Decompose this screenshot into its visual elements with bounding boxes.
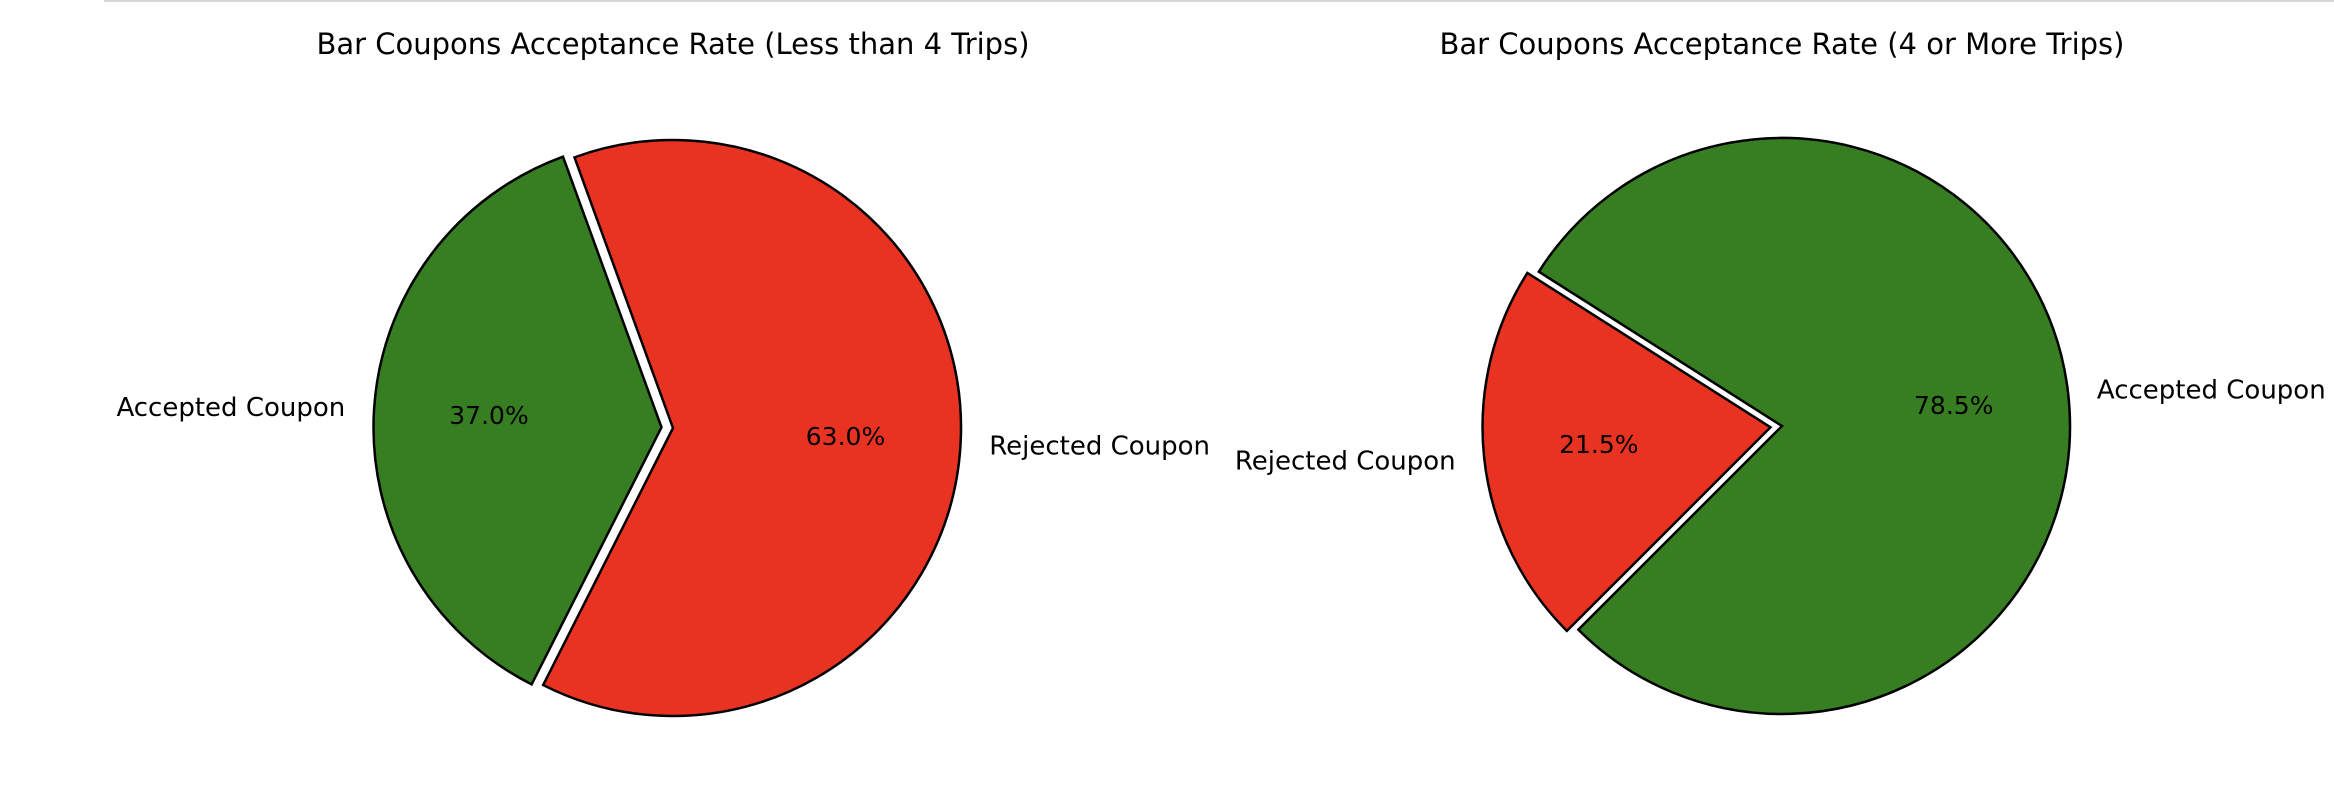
chart-title: Bar Coupons Acceptance Rate (4 or More T… [1440,27,2125,61]
pie-wedges [1481,136,2072,716]
pie-chart-less-than-4-trips: Bar Coupons Acceptance Rate (Less than 4… [116,27,1210,718]
chart-title: Bar Coupons Acceptance Rate (Less than 4… [316,27,1029,61]
pie-slice-accepted-coupon [1537,136,2072,716]
slice-category-label: Rejected Coupon [989,431,1210,461]
slice-category-label: Accepted Coupon [116,393,345,423]
pie-slice-rejected-coupon [1481,271,1773,633]
pie-labels: Accepted Coupon 37.0% Rejected Coupon 63.0% [116,393,1210,461]
pie-slice-rejected-coupon [541,138,963,718]
slice-category-label: Accepted Coupon [2097,376,2326,406]
pie-chart-4-or-more-trips: Bar Coupons Acceptance Rate (4 or More T… [1235,27,2326,716]
slice-percent-label: 78.5% [1914,391,1993,420]
slice-percent-label: 63.0% [806,422,885,451]
pie-labels: Accepted Coupon 78.5% Rejected Coupon 21.5% [1235,376,2326,477]
slice-percent-label: 21.5% [1559,430,1638,459]
pie-slice-accepted-coupon [372,155,663,687]
slice-percent-label: 37.0% [449,401,528,430]
slice-category-label: Rejected Coupon [1235,447,1456,477]
pie-wedges [372,138,963,718]
